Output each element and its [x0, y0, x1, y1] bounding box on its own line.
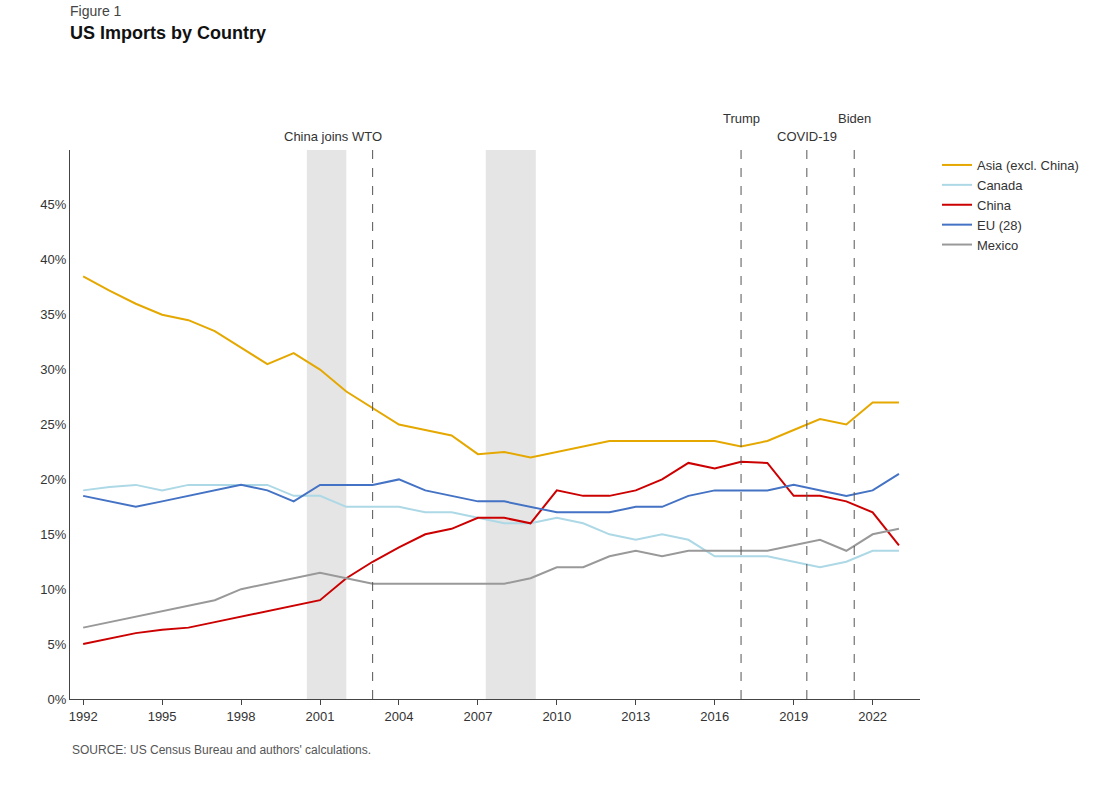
svg-text:Asia (excl. China): Asia (excl. China)	[977, 158, 1079, 173]
svg-text:20%: 20%	[40, 472, 66, 487]
svg-text:2022: 2022	[858, 709, 887, 724]
svg-text:25%: 25%	[40, 417, 66, 432]
svg-text:0%: 0%	[48, 692, 67, 707]
svg-text:35%: 35%	[40, 307, 66, 322]
svg-text:45%: 45%	[40, 197, 66, 212]
svg-text:2019: 2019	[779, 709, 808, 724]
svg-text:1992: 1992	[69, 709, 98, 724]
svg-text:Canada: Canada	[977, 178, 1023, 193]
svg-text:Trump: Trump	[723, 111, 760, 126]
svg-text:1995: 1995	[148, 709, 177, 724]
svg-text:2013: 2013	[621, 709, 650, 724]
svg-text:2010: 2010	[542, 709, 571, 724]
svg-text:China: China	[977, 198, 1012, 213]
svg-text:30%: 30%	[40, 362, 66, 377]
svg-text:5%: 5%	[48, 637, 67, 652]
svg-text:China joins WTO: China joins WTO	[284, 129, 382, 144]
svg-text:Mexico: Mexico	[977, 238, 1018, 253]
svg-text:COVID-19: COVID-19	[777, 129, 837, 144]
svg-text:10%: 10%	[40, 582, 66, 597]
svg-text:2004: 2004	[384, 709, 413, 724]
svg-text:15%: 15%	[40, 527, 66, 542]
svg-text:2007: 2007	[463, 709, 492, 724]
svg-text:EU (28): EU (28)	[977, 218, 1022, 233]
svg-text:40%: 40%	[40, 252, 66, 267]
svg-text:Figure 1US Imports by Country: Figure 1US Imports by Country	[70, 3, 266, 43]
svg-text:2001: 2001	[306, 709, 335, 724]
svg-text:Biden: Biden	[838, 111, 871, 126]
svg-text:SOURCE: US Census Bureau and a: SOURCE: US Census Bureau and authors' ca…	[72, 743, 371, 757]
svg-text:2016: 2016	[700, 709, 729, 724]
svg-text:1998: 1998	[227, 709, 256, 724]
